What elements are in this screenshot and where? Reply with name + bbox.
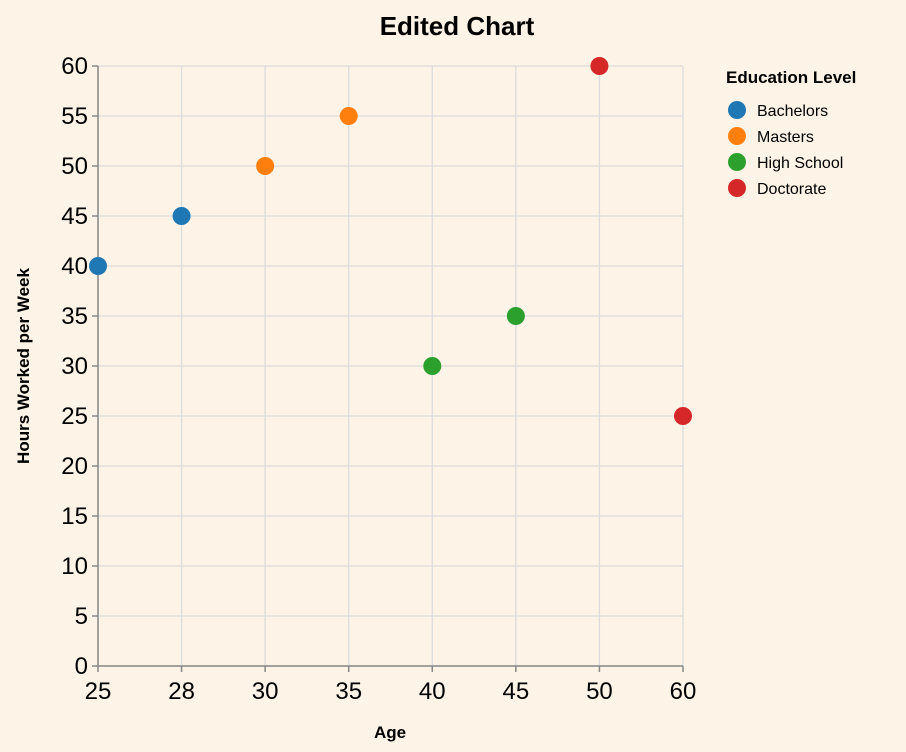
data-point (339, 107, 358, 125)
x-tick-label: 60 (670, 678, 697, 705)
legend-swatch (728, 101, 746, 119)
chart-title: Edited Chart (380, 11, 535, 41)
y-tick-label: 10 (61, 553, 88, 580)
legend-swatch (728, 179, 746, 197)
y-tick-label: 40 (61, 253, 88, 280)
y-tick-label: 25 (61, 403, 88, 430)
legend-title: Education Level (726, 68, 856, 87)
x-tick-label: 28 (168, 678, 195, 705)
y-tick-label: 50 (61, 153, 88, 180)
legend-label: Doctorate (757, 181, 826, 198)
legend-swatch (728, 127, 746, 145)
legend: Education Level Bachelors Masters High Sch… (726, 68, 856, 198)
legend-label: Masters (757, 129, 814, 146)
legend-swatch (728, 153, 746, 171)
data-points (89, 57, 692, 425)
axes: 25 28 30 35 40 45 50 60 0 5 10 15 20 25 30 35 40 45 50 55 60 (61, 53, 696, 705)
data-point (89, 257, 107, 275)
legend-label: High School (757, 155, 843, 172)
y-tick-label: 55 (61, 103, 88, 130)
y-tick-label: 60 (61, 53, 88, 80)
x-tick-label: 45 (503, 678, 530, 705)
y-tick-label: 5 (75, 603, 88, 630)
gridlines (97, 65, 684, 667)
data-point (590, 57, 609, 75)
x-tick-label: 35 (335, 678, 362, 705)
x-tick-label: 50 (586, 678, 613, 705)
data-point (172, 207, 191, 225)
y-tick-label: 20 (61, 453, 88, 480)
data-point (423, 357, 442, 375)
y-tick-label: 35 (61, 303, 88, 330)
data-point (506, 307, 525, 325)
x-tick-label: 30 (252, 678, 279, 705)
data-point (256, 157, 275, 175)
y-tick-label: 30 (61, 353, 88, 380)
x-tick-label: 25 (85, 678, 112, 705)
data-point (674, 407, 692, 425)
legend-label: Bachelors (757, 103, 828, 120)
x-tick-label: 40 (419, 678, 446, 705)
y-tick-label: 0 (75, 653, 88, 680)
y-tick-label: 45 (61, 203, 88, 230)
y-tick-label: 15 (61, 503, 88, 530)
y-axis-title: Hours Worked per Week (14, 268, 33, 464)
x-axis-title: Age (374, 723, 406, 742)
